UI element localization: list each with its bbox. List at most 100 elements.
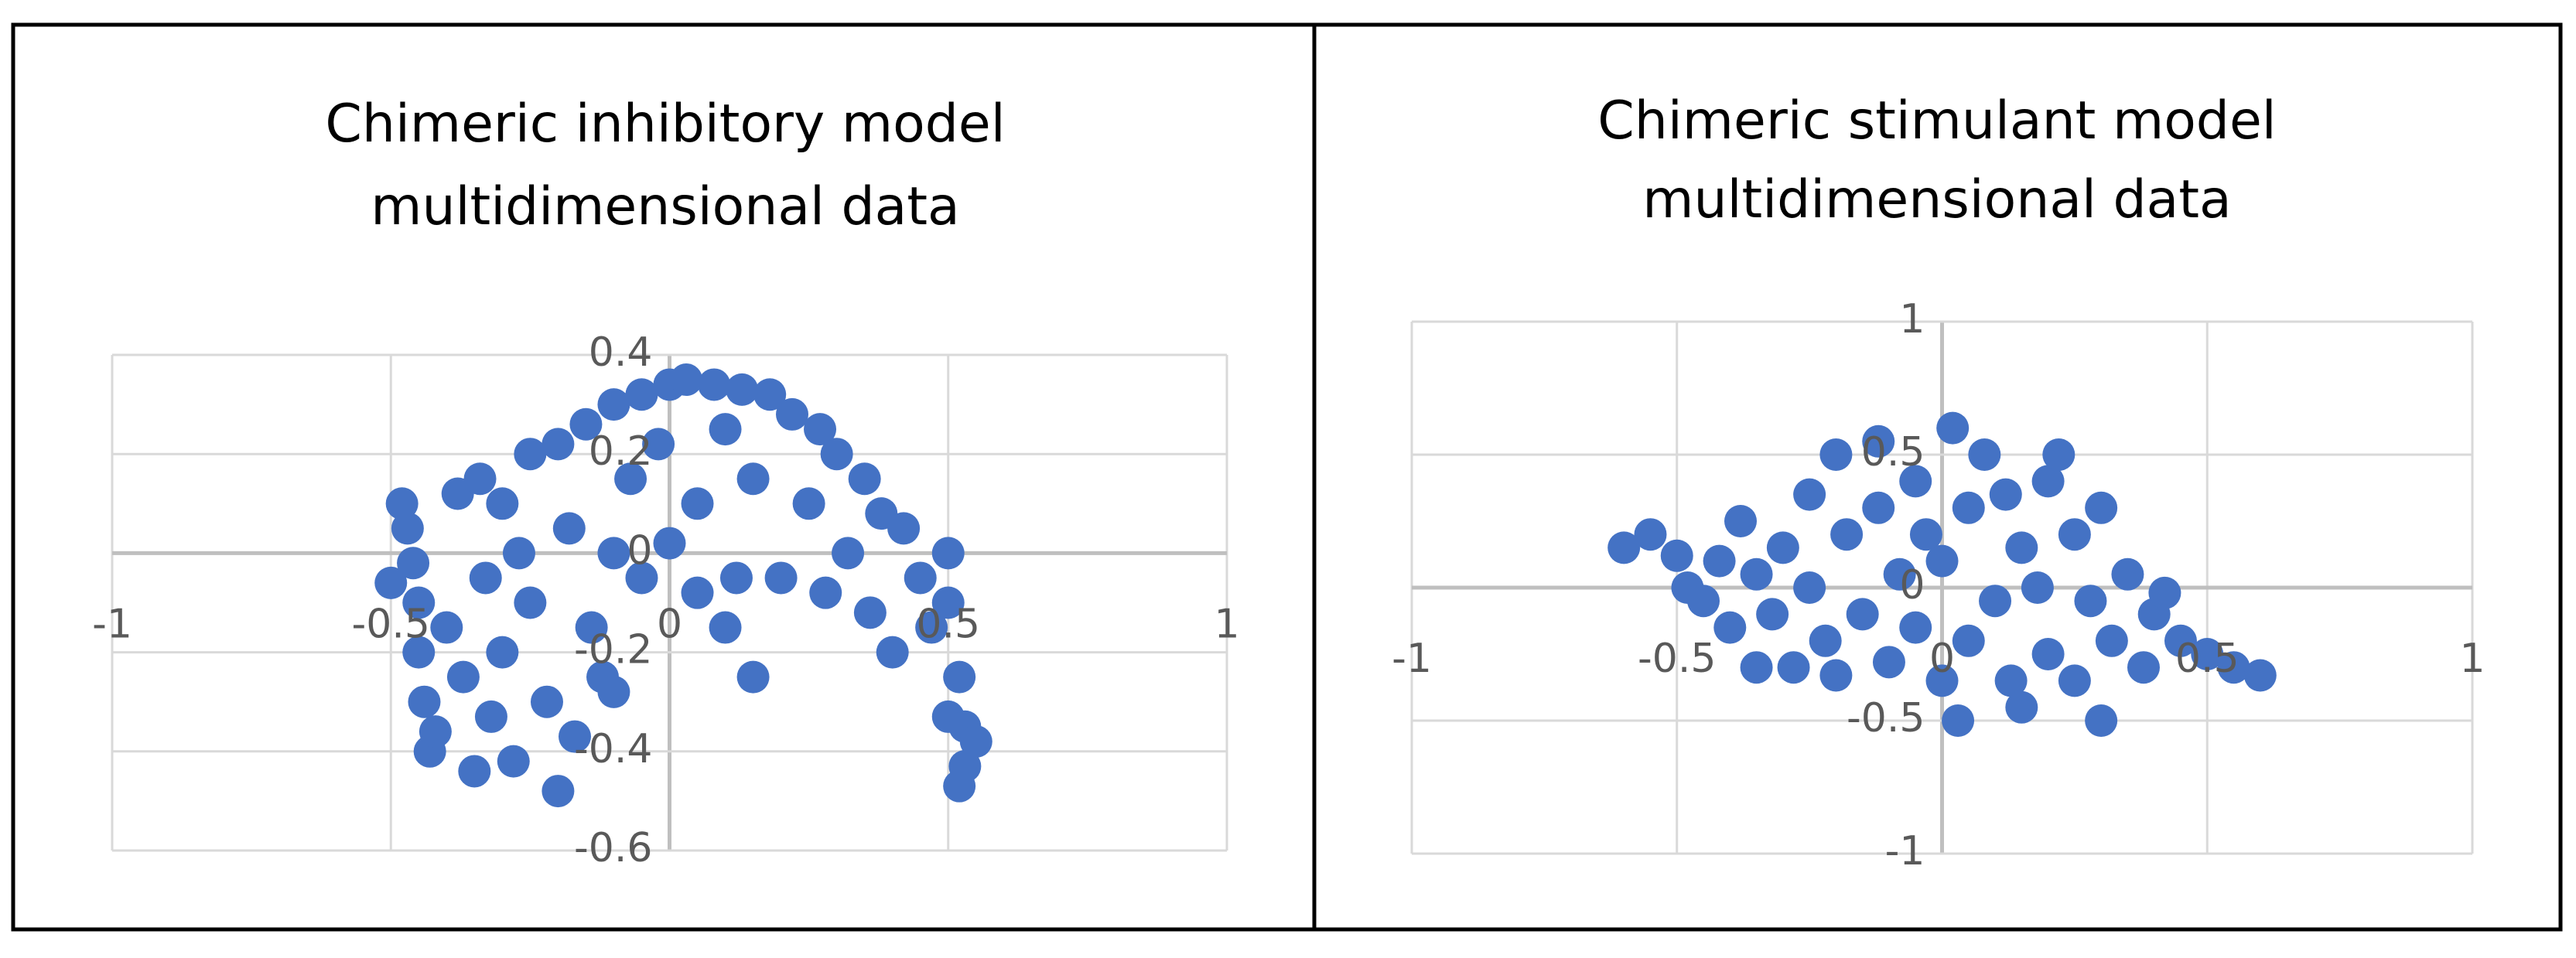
data-point bbox=[374, 566, 408, 599]
data-point bbox=[1899, 611, 1932, 644]
y-tick-label: 0.5 bbox=[1861, 429, 1925, 476]
data-point bbox=[736, 660, 770, 694]
data-point bbox=[486, 487, 519, 520]
data-point bbox=[597, 388, 630, 421]
data-point bbox=[1740, 557, 1773, 591]
data-point bbox=[681, 487, 714, 520]
data-point bbox=[569, 407, 603, 441]
data-point bbox=[530, 685, 563, 718]
x-tick-label: -1 bbox=[92, 601, 132, 647]
data-point bbox=[1793, 478, 1826, 511]
data-point bbox=[2058, 664, 2091, 697]
data-point bbox=[1793, 571, 1826, 604]
data-point bbox=[1819, 659, 1853, 692]
data-point bbox=[736, 462, 770, 496]
data-point bbox=[397, 547, 430, 580]
data-point bbox=[2005, 531, 2038, 564]
data-point bbox=[1740, 651, 1773, 684]
data-point bbox=[1909, 518, 1942, 551]
y-tick-label: 0.4 bbox=[589, 329, 653, 376]
data-point bbox=[931, 586, 965, 619]
data-point bbox=[391, 512, 424, 545]
data-point bbox=[625, 561, 658, 595]
y-tick-label: 1 bbox=[1899, 296, 1925, 343]
data-point bbox=[1942, 704, 1975, 737]
data-point bbox=[2217, 651, 2250, 684]
data-point bbox=[575, 611, 608, 644]
data-point bbox=[2111, 557, 2144, 591]
data-point bbox=[1989, 478, 2022, 511]
data-point bbox=[2058, 518, 2091, 551]
x-tick-label: 1 bbox=[2459, 636, 2485, 682]
data-point bbox=[2095, 624, 2128, 657]
data-point bbox=[792, 487, 825, 520]
data-point bbox=[1979, 585, 2012, 618]
data-point bbox=[2085, 704, 2118, 737]
chart-title: Chimeric inhibitory model multidimensiona… bbox=[325, 94, 1005, 237]
data-point bbox=[486, 636, 519, 669]
data-point bbox=[514, 586, 547, 619]
data-point bbox=[469, 561, 502, 595]
data-point bbox=[764, 561, 798, 595]
data-point bbox=[597, 675, 630, 708]
data-point bbox=[502, 537, 535, 570]
data-point bbox=[709, 413, 742, 446]
data-point bbox=[698, 368, 731, 401]
y-tick-label: -0.5 bbox=[1847, 695, 1925, 742]
y-tick-label: -0.2 bbox=[574, 627, 652, 673]
data-point bbox=[430, 611, 463, 644]
data-point bbox=[597, 537, 630, 570]
data-point bbox=[809, 576, 842, 609]
y-tick-label: 0 bbox=[1899, 562, 1925, 609]
data-point bbox=[2148, 576, 2181, 609]
data-point bbox=[1899, 465, 1932, 498]
data-point bbox=[2031, 465, 2065, 498]
data-point bbox=[446, 660, 480, 694]
data-point bbox=[832, 537, 865, 570]
y-tick-label: -0.6 bbox=[574, 825, 652, 871]
data-point bbox=[552, 512, 586, 545]
x-tick-label: 1 bbox=[1214, 601, 1239, 647]
outer-border bbox=[11, 22, 2563, 932]
data-point bbox=[853, 596, 887, 629]
y-tick-label: -0.4 bbox=[574, 726, 652, 772]
data-point bbox=[542, 428, 575, 461]
data-point bbox=[931, 537, 965, 570]
data-point bbox=[2085, 491, 2118, 524]
data-point bbox=[1756, 598, 1789, 631]
data-point bbox=[614, 462, 647, 496]
data-point bbox=[904, 561, 937, 595]
data-point bbox=[1830, 518, 1864, 551]
data-point bbox=[559, 720, 592, 753]
x-tick-label: 0 bbox=[1929, 636, 1955, 682]
data-point bbox=[1883, 557, 1916, 591]
data-point bbox=[1925, 664, 1959, 697]
data-point bbox=[497, 745, 530, 778]
data-point bbox=[1724, 505, 1758, 537]
y-tick-label: -1 bbox=[1885, 828, 1925, 874]
data-point bbox=[1809, 624, 1842, 657]
y-tick-label: 0.2 bbox=[589, 428, 653, 475]
data-point bbox=[848, 462, 881, 496]
data-point bbox=[2191, 638, 2224, 670]
x-tick-label: 0.5 bbox=[2175, 636, 2239, 682]
data-point bbox=[402, 636, 436, 669]
data-point bbox=[625, 378, 658, 411]
data-point bbox=[1952, 624, 1985, 657]
data-point bbox=[463, 462, 497, 496]
data-point bbox=[726, 373, 759, 406]
data-point bbox=[887, 512, 921, 545]
data-point bbox=[408, 685, 441, 718]
data-point bbox=[1713, 611, 1747, 644]
data-point bbox=[2243, 659, 2277, 692]
data-point bbox=[1687, 585, 1720, 618]
data-point bbox=[1994, 664, 2028, 697]
x-tick-label: 0 bbox=[657, 601, 682, 647]
data-point bbox=[2005, 690, 2038, 724]
data-point bbox=[709, 611, 742, 644]
data-point bbox=[419, 715, 452, 748]
data-point bbox=[1862, 491, 1895, 524]
data-point bbox=[753, 378, 787, 411]
chart-title: Chimeric stimulant model multidimensional… bbox=[1597, 90, 2276, 230]
